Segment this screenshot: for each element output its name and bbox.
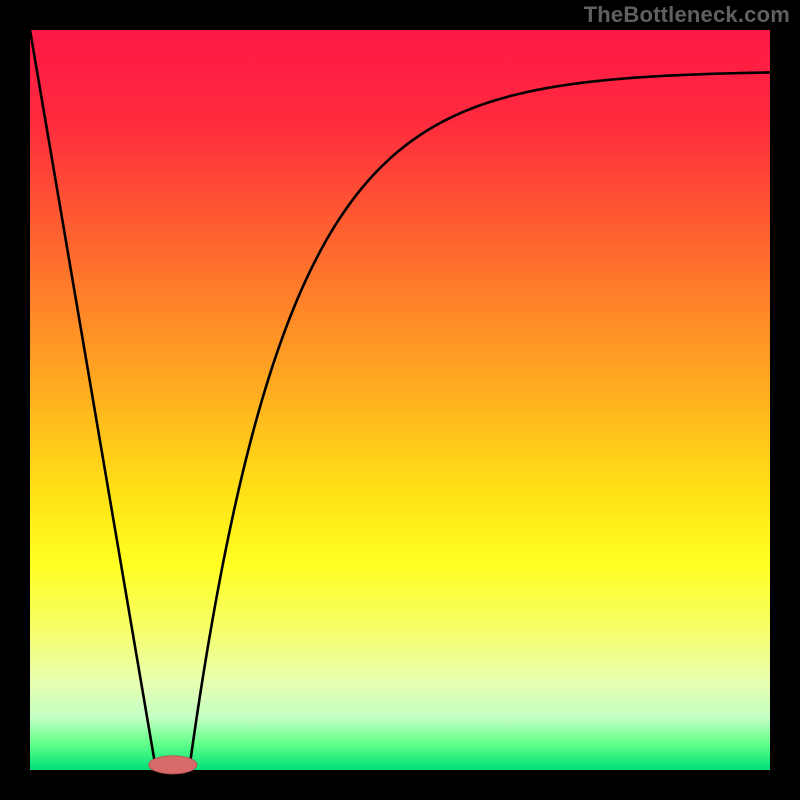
gradient-background: [30, 30, 770, 770]
bottleneck-marker: [149, 756, 197, 774]
bottleneck-chart-svg: [0, 0, 800, 800]
watermark-text: TheBottleneck.com: [584, 2, 790, 28]
chart-frame: TheBottleneck.com: [0, 0, 800, 800]
